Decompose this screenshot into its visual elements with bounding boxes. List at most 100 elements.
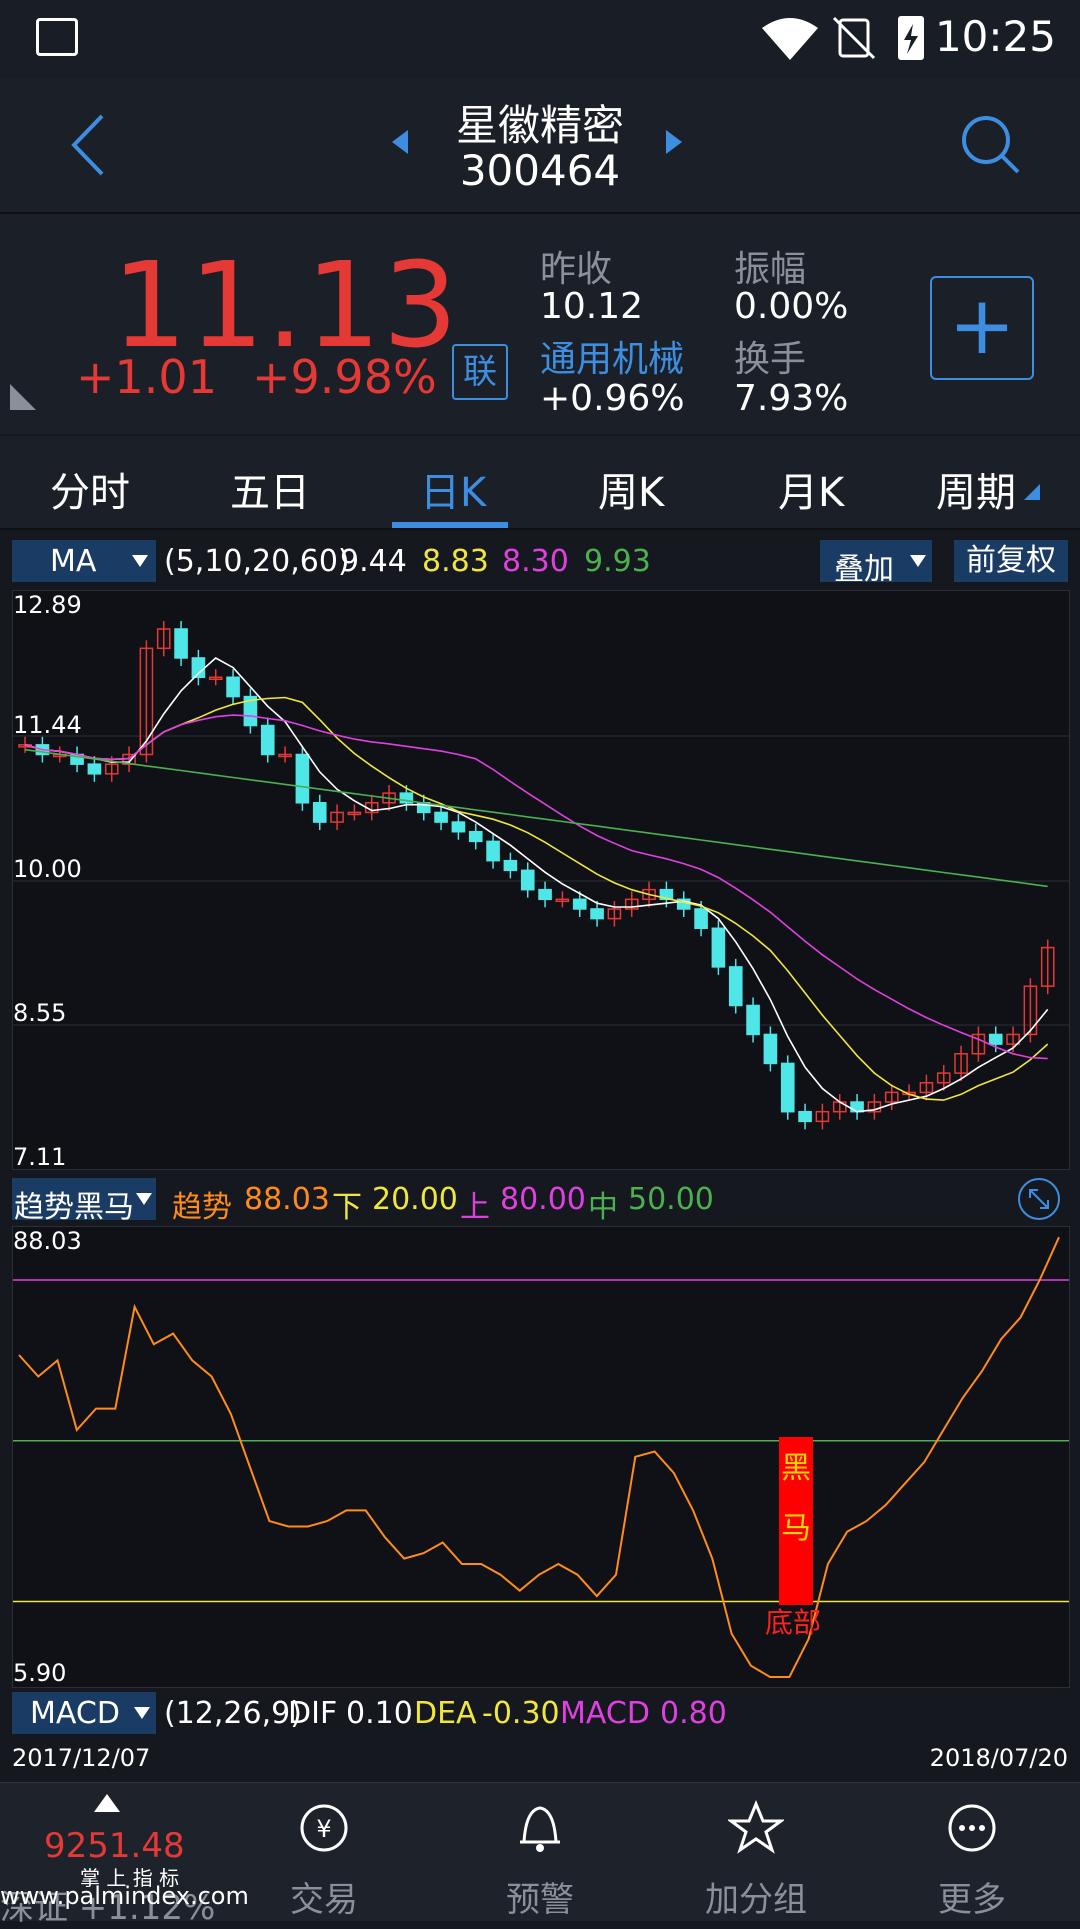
candle-body xyxy=(936,1072,951,1084)
tab-weekly-k[interactable]: 周K xyxy=(598,470,665,516)
kline-chart[interactable]: 12.89 11.44 10.00 8.55 7.11 xyxy=(12,590,1070,1171)
next-stock-icon[interactable] xyxy=(664,128,684,156)
candle-body xyxy=(451,821,466,833)
period-dropdown-icon xyxy=(1024,484,1040,500)
ma20-line xyxy=(24,714,1048,1060)
battery-charging-icon xyxy=(898,16,924,60)
status-bar: 10:25 xyxy=(0,0,1080,78)
kline-y-3: 10.00 xyxy=(13,855,82,883)
candle-body xyxy=(659,888,674,901)
tab-monthly-k[interactable]: 月K xyxy=(778,470,845,516)
candle-body xyxy=(763,1033,778,1065)
candle-body xyxy=(156,628,171,650)
candle-body xyxy=(1040,946,1055,987)
candle-body xyxy=(850,1101,864,1113)
ma5-line xyxy=(24,657,1049,1113)
candle-body xyxy=(434,811,448,823)
indicator-chart[interactable]: 88.03 5.90 黑 马 底部 xyxy=(12,1226,1070,1688)
indicator-selector[interactable]: 趋势黑马 xyxy=(12,1178,156,1225)
candle-body xyxy=(1006,1033,1020,1045)
industry-label[interactable]: 通用机械 xyxy=(540,339,685,380)
prev-close-value: 10.12 xyxy=(540,286,644,327)
expand-icon[interactable] xyxy=(1016,1176,1062,1222)
candle-body xyxy=(312,802,327,823)
candle-body xyxy=(780,1062,795,1113)
prev-stock-icon[interactable] xyxy=(390,128,410,156)
nav-alert[interactable]: 预警 xyxy=(506,1880,574,1920)
nav-trade[interactable]: 交易 xyxy=(290,1880,358,1920)
candle-body xyxy=(746,1004,760,1036)
trade-icon[interactable]: ¥ xyxy=(298,1802,350,1854)
candle-body xyxy=(399,792,414,804)
macd-params: (12,26,9) xyxy=(164,1696,302,1731)
indicator-y-max: 88.03 xyxy=(13,1227,82,1255)
tab-five-day[interactable]: 五日 xyxy=(230,470,310,516)
turnover-label: 换手 xyxy=(734,339,807,380)
upper-value: 80.00 xyxy=(500,1182,586,1217)
dea-value: -0.30 xyxy=(482,1696,560,1731)
expand-index-icon[interactable] xyxy=(94,1794,120,1812)
dif-label: DIF xyxy=(288,1696,338,1731)
overlay-selector[interactable]: 叠加 xyxy=(820,540,932,587)
kline-y-min: 7.11 xyxy=(13,1143,67,1171)
ma10-value: 8.83 xyxy=(422,544,489,579)
corner-triangle-icon xyxy=(10,384,36,410)
macd-selector[interactable]: MACD xyxy=(12,1692,156,1734)
quote-panel xyxy=(0,214,1080,434)
back-icon[interactable] xyxy=(68,112,108,178)
ma20-value: 8.30 xyxy=(502,544,569,579)
watermark: www.palmindex.com xyxy=(0,1882,249,1910)
bell-icon[interactable] xyxy=(514,1800,566,1856)
candle-body xyxy=(278,753,292,758)
candle-body xyxy=(694,908,708,930)
candle-body xyxy=(954,1053,968,1074)
add-watchlist-button[interactable]: + xyxy=(930,276,1034,380)
amplitude-label: 振幅 xyxy=(734,249,807,290)
candle-body xyxy=(347,811,362,816)
ma-selector[interactable]: MA xyxy=(12,540,156,582)
candle-body xyxy=(104,763,119,775)
clock: 10:25 xyxy=(934,12,1056,61)
index-value[interactable]: 9251.48 xyxy=(44,1826,185,1866)
nav-add-group[interactable]: 加分组 xyxy=(705,1880,807,1920)
adjust-button[interactable]: 前复权 xyxy=(954,540,1068,582)
search-icon[interactable] xyxy=(958,112,1024,178)
candle-body xyxy=(919,1081,934,1094)
mid-label: 中 xyxy=(588,1190,618,1225)
ma5-value: 9.44 xyxy=(340,544,407,579)
price-change: +1.01 xyxy=(76,350,217,404)
candle-body xyxy=(174,628,188,659)
candle-body xyxy=(798,1110,812,1123)
chevron-down-icon xyxy=(910,555,926,567)
tab-timeshare[interactable]: 分时 xyxy=(50,470,130,516)
star-icon[interactable] xyxy=(728,1800,784,1856)
turnover-value: 7.93% xyxy=(734,378,849,419)
tab-daily-k[interactable]: 日K xyxy=(420,470,487,516)
ma-params: (5,10,20,60) xyxy=(164,544,350,579)
end-date: 2018/07/20 xyxy=(929,1744,1068,1772)
tab-period[interactable]: 周期 xyxy=(936,470,1016,516)
wifi-icon xyxy=(762,18,818,60)
candle-body xyxy=(226,676,240,698)
candle-body xyxy=(590,908,604,920)
trend-value: 88.03 xyxy=(244,1182,330,1217)
industry-change: +0.96% xyxy=(540,378,685,419)
more-icon[interactable] xyxy=(946,1802,998,1854)
stock-name: 星徽精密 xyxy=(455,101,624,150)
chevron-down-icon xyxy=(136,1193,152,1205)
candle-body xyxy=(486,840,500,862)
candle-body xyxy=(87,763,102,775)
dea-label: DEA xyxy=(414,1696,477,1731)
candle-body xyxy=(867,1101,882,1113)
ma10-line xyxy=(24,696,1049,1101)
candle-body xyxy=(1023,985,1038,1036)
signal-text-2: 马 xyxy=(781,1511,811,1546)
upper-label: 上 xyxy=(460,1190,490,1225)
indicator-y-min: 5.90 xyxy=(13,1659,67,1687)
nav-more[interactable]: 更多 xyxy=(938,1880,1006,1920)
link-badge[interactable]: 联 xyxy=(452,344,508,400)
indicator-plot xyxy=(13,1236,1069,1678)
ma60-line xyxy=(24,748,1048,888)
ma60-value: 9.93 xyxy=(584,544,651,579)
candle-body xyxy=(815,1110,830,1123)
